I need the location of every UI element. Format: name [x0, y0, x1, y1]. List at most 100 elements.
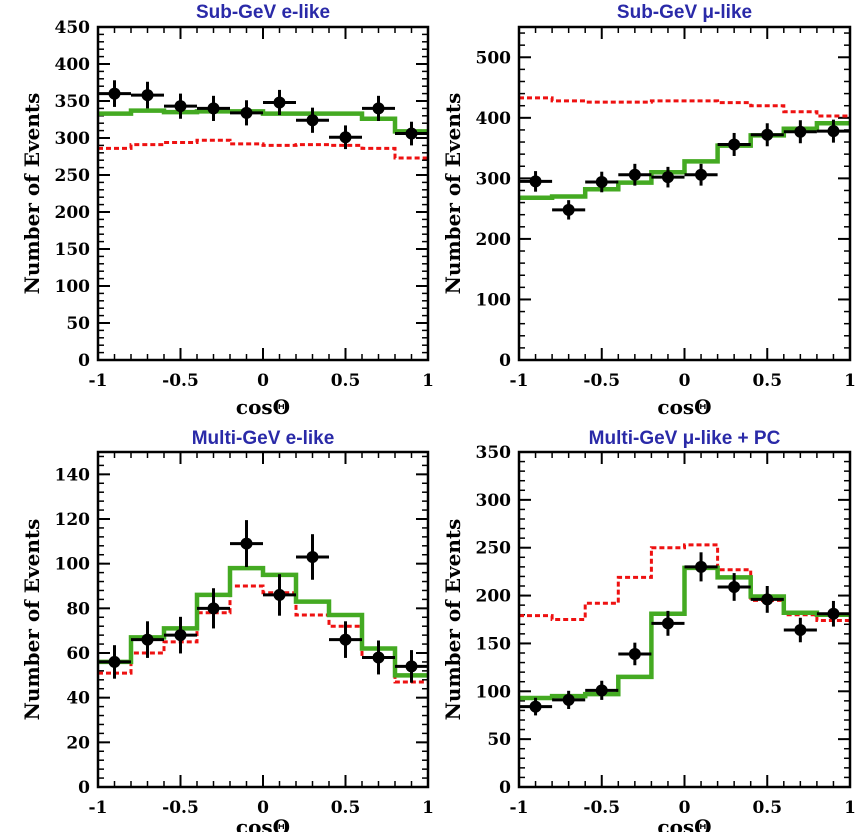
- data-marker: [372, 102, 385, 115]
- y-tick-label: 100: [55, 555, 91, 575]
- plot-frame: [96, 450, 430, 789]
- data-marker: [405, 127, 418, 140]
- data-point: [519, 697, 553, 716]
- x-tick-label: 0.5: [752, 371, 782, 391]
- x-tick-label: -1: [510, 798, 529, 818]
- x-tick-label: -1: [89, 371, 108, 391]
- y-tick-label: 200: [55, 203, 91, 223]
- data-point: [263, 574, 296, 616]
- data-marker: [628, 647, 641, 660]
- data-marker: [273, 588, 286, 601]
- data-point: [131, 81, 164, 109]
- solid-step-line: [519, 121, 850, 200]
- y-tick-label: 300: [476, 169, 512, 189]
- data-marker: [306, 550, 319, 563]
- data-marker: [695, 560, 708, 573]
- chart-title: Sub-GeV μ-like: [617, 2, 752, 23]
- data-marker: [562, 203, 575, 216]
- y-tick-label: 40: [66, 689, 90, 709]
- data-point: [783, 120, 817, 144]
- data-point: [230, 520, 263, 568]
- x-tick-label: -0.5: [162, 371, 199, 391]
- x-tick-label: -1: [510, 371, 529, 391]
- y-tick-label: 50: [487, 730, 511, 750]
- x-tick-label: -0.5: [583, 798, 620, 818]
- y-tick-label: 200: [476, 587, 512, 607]
- data-point: [197, 95, 230, 121]
- data-marker: [273, 96, 286, 109]
- chart-panel-2: Sub-GeV μ-like Number of Events cosΘ 0 100 20…: [441, 2, 856, 419]
- data-marker: [108, 655, 121, 668]
- y-tick-label: 400: [476, 109, 512, 129]
- data-point: [296, 107, 329, 133]
- y-tick-label: 450: [55, 18, 91, 38]
- data-point: [131, 621, 164, 658]
- x-tick-label: 0: [679, 371, 691, 391]
- data-point: [362, 640, 395, 675]
- data-marker: [174, 100, 187, 113]
- data-point: [816, 600, 850, 627]
- data-point: [717, 132, 751, 156]
- data-marker: [661, 171, 674, 184]
- data-marker: [306, 114, 319, 127]
- y-axis-label: Number of Events: [441, 519, 465, 721]
- data-point: [618, 163, 652, 186]
- data-point: [816, 119, 850, 143]
- x-axis-label: cosΘ: [657, 395, 711, 419]
- y-axis-label: Number of Events: [441, 93, 465, 295]
- x-axis-label: cosΘ: [657, 815, 711, 832]
- data-marker: [728, 138, 741, 151]
- x-tick-label: 0.5: [331, 371, 361, 391]
- data-point: [329, 621, 362, 658]
- data-point: [684, 163, 718, 186]
- data-point: [230, 100, 263, 126]
- y-tick-label: 0: [499, 778, 511, 798]
- data-marker: [207, 602, 220, 615]
- data-marker: [827, 607, 840, 620]
- y-tick-label: 60: [66, 644, 90, 664]
- y-tick-label: 0: [78, 778, 90, 798]
- y-axis-label: Number of Events: [20, 93, 44, 295]
- x-tick-label: 1: [844, 798, 856, 818]
- data-point: [552, 690, 586, 709]
- data-marker: [661, 617, 674, 630]
- y-tick-label: 80: [66, 599, 90, 619]
- x-tick-label: 0: [257, 371, 269, 391]
- y-tick-label: 250: [476, 539, 512, 559]
- y-tick-label: 140: [55, 465, 91, 485]
- data-point: [618, 642, 652, 666]
- plot-frame: [96, 25, 430, 362]
- data-point: [98, 645, 131, 679]
- dashed-step-line: [519, 96, 850, 118]
- y-tick-label: 100: [476, 682, 512, 702]
- x-tick-label: 1: [844, 371, 856, 391]
- data-point: [684, 552, 718, 582]
- y-tick-label: 350: [476, 443, 512, 463]
- data-marker: [240, 537, 253, 550]
- data-point: [164, 616, 197, 654]
- data-marker: [761, 593, 774, 606]
- y-tick-label: 250: [55, 166, 91, 186]
- data-marker: [108, 87, 121, 100]
- x-tick-label: 1: [422, 371, 434, 391]
- data-point: [296, 534, 329, 580]
- y-tick-label: 0: [499, 351, 511, 371]
- y-axis-label: Number of Events: [20, 519, 44, 721]
- data-marker: [339, 131, 352, 144]
- data-marker: [628, 168, 641, 181]
- x-tick-label: -1: [89, 798, 108, 818]
- chart-panel-4: Multi-GeV μ-like + PC Number of Events cos…: [441, 428, 856, 832]
- y-tick-label: 100: [476, 290, 512, 310]
- data-marker: [761, 128, 774, 141]
- x-tick-label: 0.5: [331, 798, 361, 818]
- data-marker: [405, 660, 418, 673]
- y-tick-label: 350: [55, 92, 91, 112]
- plot-frame: [517, 25, 852, 362]
- data-marker: [695, 168, 708, 181]
- x-axis-label: cosΘ: [236, 815, 290, 832]
- data-point: [362, 95, 395, 121]
- data-point: [263, 89, 296, 116]
- data-point: [783, 617, 817, 643]
